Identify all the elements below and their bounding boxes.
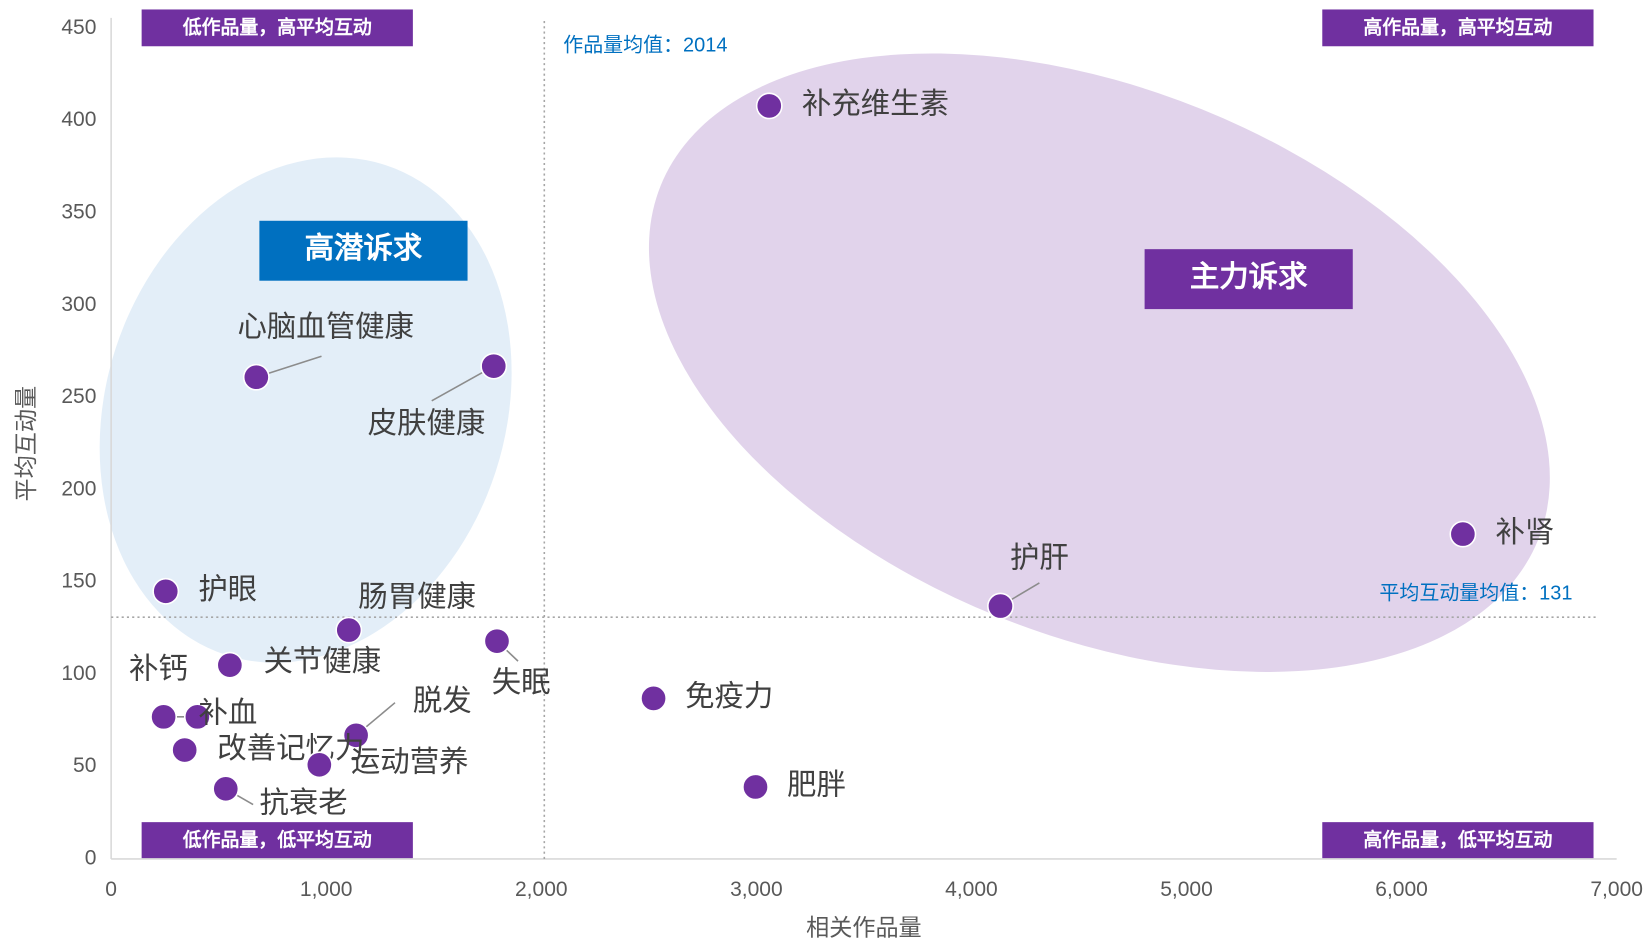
- point: [152, 577, 180, 605]
- point: [216, 651, 244, 679]
- x-tick-label: 6,000: [1375, 878, 1428, 901]
- x-axis-title: 相关作品量: [806, 914, 922, 940]
- point: [480, 352, 508, 380]
- point-label: 脱发: [413, 684, 472, 717]
- point-label: 抗衰老: [259, 786, 347, 819]
- point-label: 肠胃健康: [358, 580, 476, 613]
- point: [342, 721, 370, 749]
- point-label: 补肾: [1495, 516, 1554, 549]
- point: [987, 592, 1014, 620]
- point-label: 失眠: [492, 666, 551, 699]
- y-tick-label: 150: [61, 570, 96, 593]
- point-label: 心脑血管健康: [237, 311, 414, 344]
- quadrant-box: [1322, 9, 1594, 47]
- point: [335, 616, 363, 644]
- point-label: 关节健康: [264, 645, 382, 678]
- quadrant-label: 高作品量，高平均互动: [1363, 15, 1552, 38]
- y-tick-label: 300: [61, 293, 96, 316]
- x-tick-label: 1,000: [300, 878, 353, 901]
- point-label: 护眼: [198, 573, 257, 606]
- point: [171, 736, 199, 764]
- point: [755, 92, 783, 120]
- x-tick-label: 7,000: [1590, 878, 1643, 901]
- point-label: 皮肤健康: [368, 407, 486, 440]
- point: [640, 684, 667, 712]
- y-tick-label: 0: [85, 846, 97, 869]
- y-axis-title: 平均互动量: [13, 386, 39, 502]
- point-label: 补充维生素: [802, 88, 949, 121]
- point: [183, 703, 211, 731]
- cluster-box: [1144, 249, 1353, 310]
- y-tick-label: 200: [61, 477, 96, 500]
- y-tick-label: 350: [61, 201, 96, 224]
- x-tick-label: 5,000: [1160, 878, 1213, 901]
- point: [212, 775, 240, 803]
- x-tick-label: 3,000: [730, 878, 783, 901]
- quadrant-box: [1322, 822, 1594, 859]
- quadrant-label: 低作品量，高平均互动: [182, 15, 372, 38]
- quadrant-label: 低作品量，低平均互动: [182, 828, 372, 851]
- y-tick-label: 50: [73, 754, 96, 777]
- x-tick-label: 2,000: [515, 878, 568, 901]
- point: [242, 363, 270, 391]
- point-label: 肥胖: [787, 769, 846, 802]
- point-label: 补钙: [129, 652, 188, 685]
- point-label: 护肝: [1010, 542, 1069, 575]
- point: [150, 703, 178, 731]
- y-mean-label: 平均互动量均值：131: [1379, 581, 1572, 604]
- quadrant-label: 高作品量，低平均互动: [1363, 828, 1552, 851]
- point-label: 免疫力: [685, 680, 773, 713]
- point: [483, 627, 511, 655]
- y-tick-label: 100: [61, 662, 96, 685]
- cluster-box: [259, 220, 468, 281]
- y-tick-label: 400: [61, 108, 96, 131]
- quadrant-box: [141, 9, 413, 47]
- point: [742, 773, 769, 801]
- cluster-label: 高潜诉求: [305, 232, 423, 265]
- cluster-ellipse: [648, 53, 1550, 672]
- point-label: 运动营养: [351, 746, 469, 779]
- point: [1449, 520, 1477, 548]
- point: [305, 751, 333, 779]
- quadrant-box: [141, 822, 413, 859]
- point-label: 改善记忆力: [217, 732, 364, 765]
- x-tick-label: 0: [105, 878, 117, 901]
- cluster-ellipse: [99, 157, 512, 663]
- cluster-label: 主力诉求: [1190, 260, 1308, 293]
- y-tick-label: 450: [61, 16, 96, 39]
- y-tick-label: 250: [61, 385, 96, 408]
- x-tick-label: 4,000: [945, 878, 998, 901]
- point-label: 补血: [198, 697, 257, 730]
- x-mean-label: 作品量均值：2014: [563, 34, 727, 57]
